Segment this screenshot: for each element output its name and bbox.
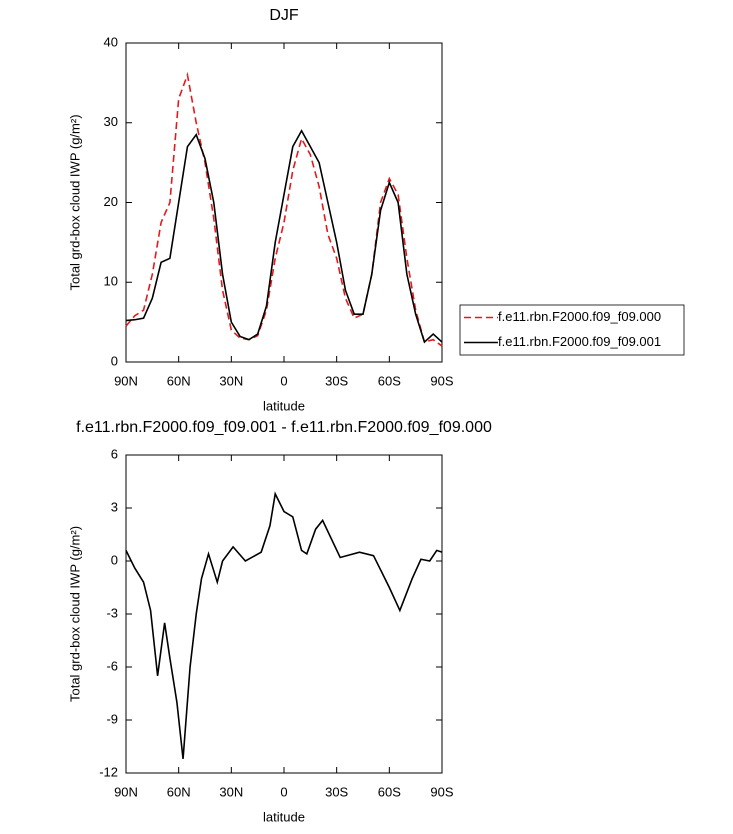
y-tick-label: -9 [106,711,118,726]
chart-title: f.e11.rbn.F2000.f09_f09.001 - f.e11.rbn.… [76,419,492,436]
x-tick-label: 30N [219,373,243,388]
x-tick-label: 0 [280,373,287,388]
data-line [125,129,443,344]
y-tick-label: 40 [104,34,118,49]
y-axis-label: Total grd-box cloud IWP (g/m²) [67,526,82,702]
x-tick-label: 0 [280,784,287,799]
x-tick-label: 30N [219,784,243,799]
chart-title: DJF [269,7,299,24]
x-tick-label: 60S [378,373,401,388]
x-axis-label: latitude [263,809,305,824]
y-tick-label: 0 [111,353,118,368]
y-tick-label: 30 [104,114,118,129]
x-tick-label: 90S [430,784,453,799]
y-tick-label: 0 [111,552,118,567]
plot-frame [125,42,443,363]
x-tick-label: 90N [114,784,138,799]
x-tick-label: 90S [430,373,453,388]
legend-label: f.e11.rbn.F2000.f09_f09.001 [498,334,661,349]
y-tick-label: 3 [111,499,118,514]
x-tick-label: 30S [325,784,348,799]
x-tick-label: 60N [167,784,191,799]
x-tick-label: 90N [114,373,138,388]
y-tick-label: 20 [104,194,118,209]
y-tick-label: 10 [104,274,118,289]
x-tick-label: 30S [325,373,348,388]
y-axis-label: Total grd-box cloud IWP (g/m²) [67,114,82,290]
y-tick-label: -6 [106,658,118,673]
y-tick-label: 6 [111,446,118,461]
y-tick-label: -12 [99,764,118,779]
data-line [125,71,443,347]
x-tick-label: 60N [167,373,191,388]
legend-label: f.e11.rbn.F2000.f09_f09.000 [498,309,661,324]
plot-frame [125,454,443,774]
x-axis-label: latitude [263,398,305,413]
data-line [125,491,443,759]
legend-box [459,304,685,356]
y-tick-label: -3 [106,605,118,620]
x-tick-label: 60S [378,784,401,799]
